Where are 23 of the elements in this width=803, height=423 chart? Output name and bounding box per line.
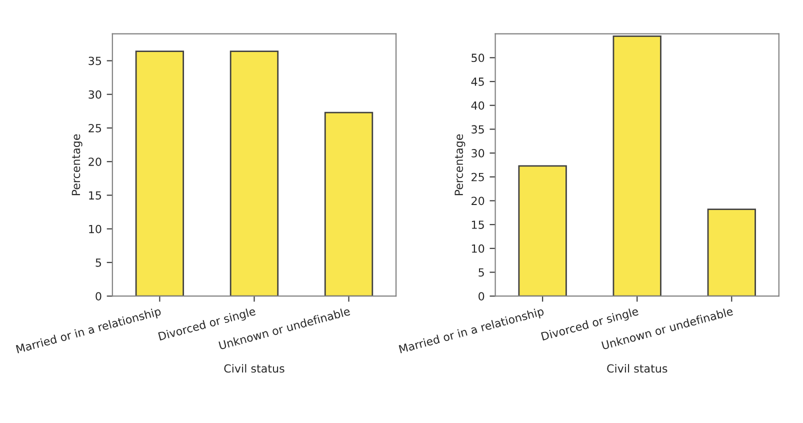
x-axis-title: Civil status <box>224 364 284 373</box>
y-tick-label: 25 <box>88 124 102 132</box>
y-axis-title: Percentage <box>454 134 466 196</box>
y-tick-label: 15 <box>89 191 102 200</box>
y-tick-label: 15 <box>472 220 484 229</box>
y-tick-label: 5 <box>478 268 484 277</box>
y-tick-label: 5 <box>96 258 102 267</box>
y-tick-label: 0 <box>478 292 484 300</box>
y-tick-label: 25 <box>472 172 484 182</box>
y-tick-label: 20 <box>88 158 102 166</box>
y-tick-label: 0 <box>96 292 102 300</box>
y-tick-label: 20 <box>472 196 484 206</box>
x-axis-title: Civil status <box>607 364 668 373</box>
y-tick-label: 35 <box>88 56 102 66</box>
y-tick-label: 30 <box>88 90 102 99</box>
y-tick-label: 45 <box>471 78 484 86</box>
y-tick-label: 50 <box>472 54 484 62</box>
y-tick-label: 40 <box>471 101 484 110</box>
y-tick-label: 35 <box>472 125 484 134</box>
y-tick-label: 30 <box>472 149 484 158</box>
y-tick-label: 10 <box>89 224 102 234</box>
y-axis-title: Percentage <box>72 134 82 196</box>
y-tick-label: 10 <box>472 244 484 253</box>
